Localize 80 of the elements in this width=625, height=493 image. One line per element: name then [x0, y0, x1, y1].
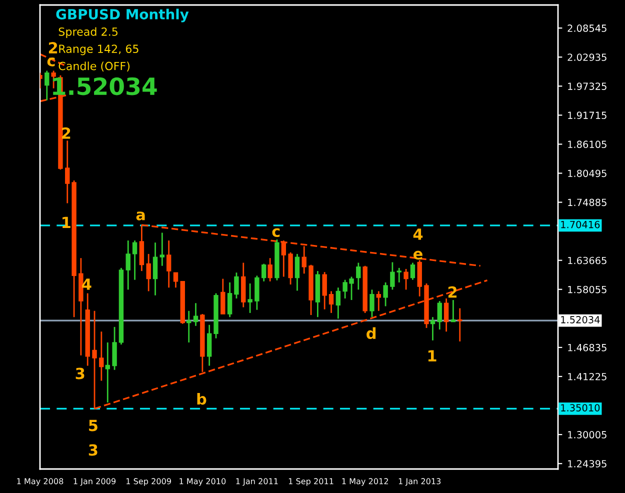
annotation: Range 142, 65 — [59, 44, 138, 56]
annotation: Candle (OFF) — [58, 62, 130, 72]
candlestick — [268, 257, 272, 282]
candlestick — [328, 290, 334, 314]
annotation: 1 — [62, 216, 70, 228]
y-tick-label: 1.63665 — [568, 256, 606, 264]
annotation: 5 — [89, 420, 98, 432]
candlestick — [193, 302, 198, 327]
candlestick — [166, 240, 172, 288]
annotation: 2 — [48, 42, 58, 54]
y-tick-label: 2.02935 — [568, 54, 606, 61]
candlestick — [186, 310, 192, 344]
candlestick — [404, 268, 408, 290]
candlestick — [160, 232, 165, 267]
candlestick — [288, 252, 293, 286]
x-tick-label: 1 Jan 2013 — [398, 478, 441, 486]
candlestick — [248, 282, 252, 314]
candlestick — [410, 262, 416, 281]
candlestick — [430, 316, 436, 342]
candlestick — [376, 290, 382, 312]
y-tick-label: 1.24395 — [568, 460, 606, 468]
ref-line-label: 1.35010 — [561, 404, 600, 412]
candlestick — [396, 267, 402, 284]
chart-title: GBPUSD Monthly — [56, 8, 189, 22]
y-tick-label: 1.91715 — [568, 112, 606, 119]
annotation: 4 — [413, 228, 423, 240]
candlestick — [356, 262, 361, 290]
annotation: c — [47, 58, 55, 66]
candlestick — [390, 262, 395, 290]
y-tick-label: 2.08545 — [568, 24, 606, 32]
y-tick-label: 1.41225 — [568, 372, 606, 380]
annotation: 1 — [428, 350, 436, 362]
candlestick — [152, 242, 158, 296]
candlestick — [444, 298, 449, 332]
annotation: d — [366, 327, 376, 340]
candlestick — [99, 330, 104, 382]
candlestick — [132, 240, 138, 281]
ref-line-label: 1.70416 — [561, 220, 600, 228]
x-tick-label: 1 Jan 2011 — [236, 478, 278, 486]
y-tick-label: 1.30005 — [568, 431, 606, 438]
annotation: 3 — [76, 368, 84, 380]
candlestick — [44, 70, 50, 101]
annotation: e — [413, 250, 422, 260]
candlestick — [322, 271, 327, 310]
candlestick — [370, 288, 374, 318]
y-tick-label: 1.58055 — [568, 286, 606, 294]
candlestick — [294, 253, 300, 292]
annotation: c — [272, 228, 280, 238]
y-tick-label: 1.74885 — [568, 198, 606, 206]
candlestick — [126, 240, 130, 290]
candlestick — [206, 324, 212, 366]
candlestick — [234, 272, 239, 300]
candlestick — [173, 272, 178, 288]
x-tick-label: 1 Sep 2009 — [126, 478, 171, 486]
candlestick — [450, 299, 456, 322]
candlestick — [146, 253, 151, 292]
candlestick — [383, 282, 388, 307]
ref-line-label: 1.52034 — [561, 316, 600, 324]
candlestick — [227, 282, 232, 318]
x-tick-label: 1 Jan 2009 — [74, 478, 116, 486]
x-tick-label: 1 May 2012 — [342, 478, 388, 486]
annotation: 3 — [88, 444, 98, 456]
y-tick-label: 1.46835 — [568, 344, 606, 352]
candlestick — [105, 342, 110, 404]
y-tick-label: 1.86105 — [568, 140, 606, 148]
candlestick — [112, 326, 117, 371]
candlestick — [65, 140, 70, 204]
annotation: a — [136, 212, 145, 220]
x-tick-label: 1 May 2008 — [17, 478, 64, 486]
candlestick — [254, 274, 260, 311]
candlestick — [261, 263, 266, 282]
candlestick — [336, 286, 341, 320]
x-tick-label: 1 May 2010 — [180, 478, 226, 486]
candlestick — [437, 300, 442, 330]
x-tick-label: 1 Sep 2011 — [288, 478, 334, 486]
annotation: Spread 2.5 — [58, 27, 118, 38]
y-tick-label: 1.80495 — [568, 170, 606, 178]
y-tick-label: 1.97325 — [568, 82, 606, 90]
candlestick — [220, 278, 226, 315]
annotation: b — [197, 392, 206, 405]
